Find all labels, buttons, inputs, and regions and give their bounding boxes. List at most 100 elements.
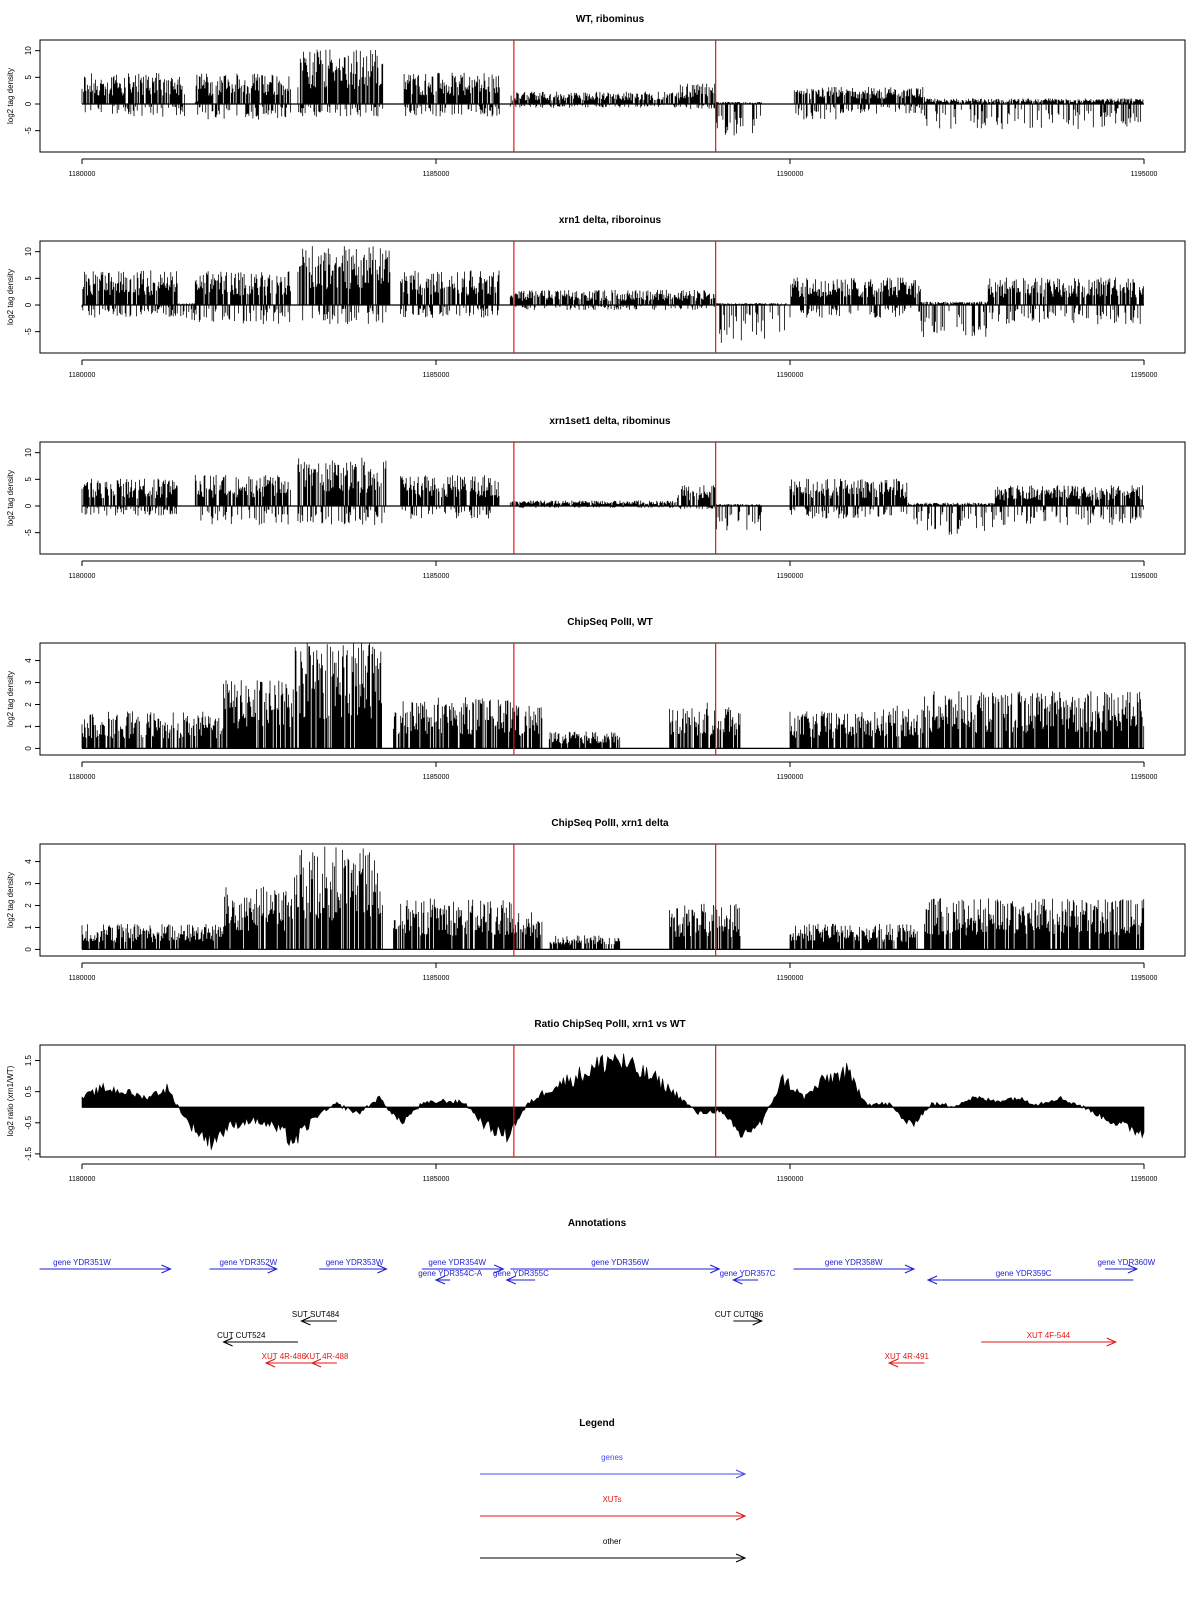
y-tick-label: 3 — [24, 680, 33, 685]
feature-label: gene YDR356W — [591, 1258, 649, 1267]
feature-label: gene YDR355C — [493, 1269, 549, 1278]
legend: Legend genes XUTs other — [480, 1418, 747, 1563]
panel-title: ChipSeq PolII, WT — [567, 617, 653, 628]
feature-label: SUT SUT484 — [292, 1310, 340, 1319]
x-tick-label: 1185000 — [423, 372, 450, 379]
feature-label: gene YDR357C — [720, 1269, 776, 1278]
y-tick-label: 2 — [24, 702, 33, 707]
legend-label: genes — [601, 1453, 623, 1462]
feature-arrow — [222, 1337, 298, 1347]
x-tick-label: 1185000 — [423, 171, 450, 178]
x-tick-label: 1195000 — [1131, 774, 1158, 781]
series-bars-negative — [81, 305, 1141, 343]
x-tick-label: 1180000 — [69, 774, 96, 781]
feature-label: gene YDR351W — [53, 1258, 111, 1267]
y-tick-label: 5 — [24, 477, 33, 482]
x-tick-label: 1190000 — [777, 975, 804, 982]
track-panel-5: ChipSeq PolII, xrn1 delta log2 tag densit… — [6, 818, 1186, 982]
feature-label: gene YDR360W — [1097, 1258, 1155, 1267]
feature-arrow — [1105, 1264, 1139, 1274]
x-tick-label: 1195000 — [1131, 975, 1158, 982]
y-tick-label: 1 — [24, 724, 33, 729]
plot-frame — [39, 240, 1186, 354]
x-tick-label: 1185000 — [423, 573, 450, 580]
series-bars-positive — [81, 49, 1144, 104]
y-tick-label: -5 — [24, 328, 33, 336]
feature-label: gene YDR354W — [428, 1258, 486, 1267]
series-bars-positive — [81, 642, 1145, 749]
x-tick-label: 1195000 — [1131, 1176, 1158, 1183]
y-tick-label: 0.5 — [24, 1086, 33, 1098]
legend-arrow-other — [480, 1553, 747, 1563]
legend-arrow-genes — [480, 1469, 747, 1479]
feature-label: gene YDR354C-A — [418, 1269, 483, 1278]
plot-frame — [39, 39, 1186, 153]
ratio-area — [81, 1053, 1145, 1150]
series-bars-negative — [81, 506, 1144, 535]
feature-arrow — [793, 1264, 916, 1274]
y-tick-label: 4 — [24, 859, 33, 864]
x-tick-label: 1190000 — [777, 171, 804, 178]
feature-label: XUT 4R-491 — [885, 1352, 930, 1361]
x-tick-label: 1180000 — [69, 573, 96, 580]
y-tick-label: 10 — [24, 448, 33, 457]
series-bars-positive — [81, 457, 1143, 506]
y-axis-label: log2 tag density — [6, 671, 15, 727]
x-tick-label: 1190000 — [777, 372, 804, 379]
panel-title: xrn1set1 delta, ribominus — [549, 416, 671, 427]
feature-arrow — [264, 1358, 316, 1368]
y-tick-label: 2 — [24, 903, 33, 908]
x-tick-label: 1180000 — [69, 975, 96, 982]
y-tick-label: -5 — [24, 529, 33, 537]
legend-arrow-XUTs — [480, 1511, 747, 1521]
feature-arrow — [310, 1358, 337, 1368]
x-tick-label: 1180000 — [69, 372, 96, 379]
plot-frame — [39, 843, 1186, 957]
annotations-title: Annotations — [568, 1218, 627, 1229]
y-tick-label: 0 — [24, 947, 33, 952]
plot-frame — [39, 441, 1186, 555]
x-tick-label: 1190000 — [777, 1176, 804, 1183]
feature-arrow — [510, 1264, 721, 1274]
y-axis-label: log2 tag density — [6, 872, 15, 928]
x-tick-label: 1195000 — [1131, 171, 1158, 178]
feature-arrow — [300, 1316, 337, 1326]
annotation-track: Annotations gene YDR351W gene YDR352W gene… — [39, 1218, 1156, 1368]
x-tick-label: 1185000 — [423, 975, 450, 982]
x-tick-label: 1190000 — [777, 573, 804, 580]
x-tick-label: 1185000 — [423, 774, 450, 781]
feature-arrow — [209, 1264, 279, 1274]
feature-arrow — [421, 1264, 505, 1274]
y-tick-label: 0 — [24, 302, 33, 307]
feature-arrow — [39, 1264, 172, 1274]
y-axis-label: log2 tag density — [6, 470, 15, 526]
track-panel-3: xrn1set1 delta, ribominus log2 tag densit… — [6, 416, 1186, 580]
track-panel-2: xrn1 delta, riboroinus log2 tag density 10… — [6, 215, 1186, 379]
y-tick-label: 0 — [24, 503, 33, 508]
legend-title: Legend — [579, 1418, 615, 1429]
feature-arrow — [732, 1275, 759, 1285]
track-panel-4: ChipSeq PolII, WT log2 tag density 4 3 2 1 0 11… — [6, 617, 1186, 781]
y-axis-label: log2 tag density — [6, 269, 15, 325]
panel-title: ChipSeq PolII, xrn1 delta — [551, 818, 669, 829]
plot-frame — [39, 642, 1186, 756]
feature-label: gene YDR359C — [996, 1269, 1052, 1278]
track-panel-1: WT, ribominus log2 tag density 10 5 0 -5 11800… — [6, 14, 1186, 178]
y-tick-label: 1 — [24, 925, 33, 930]
x-tick-label: 1195000 — [1131, 372, 1158, 379]
y-axis-label: log2 tag density — [6, 68, 15, 124]
y-tick-label: 10 — [24, 46, 33, 55]
x-tick-label: 1195000 — [1131, 573, 1158, 580]
y-tick-label: 1.5 — [24, 1054, 33, 1066]
legend-label: XUTs — [602, 1495, 621, 1504]
feature-arrow — [733, 1316, 764, 1326]
y-tick-label: 10 — [24, 247, 33, 256]
feature-arrow — [887, 1358, 925, 1368]
feature-label: XUT 4R-488 — [304, 1352, 349, 1361]
feature-arrow — [319, 1264, 388, 1274]
legend-label: other — [603, 1537, 622, 1546]
feature-label: CUT CUT524 — [217, 1331, 266, 1340]
series-bars-positive — [82, 246, 1144, 305]
